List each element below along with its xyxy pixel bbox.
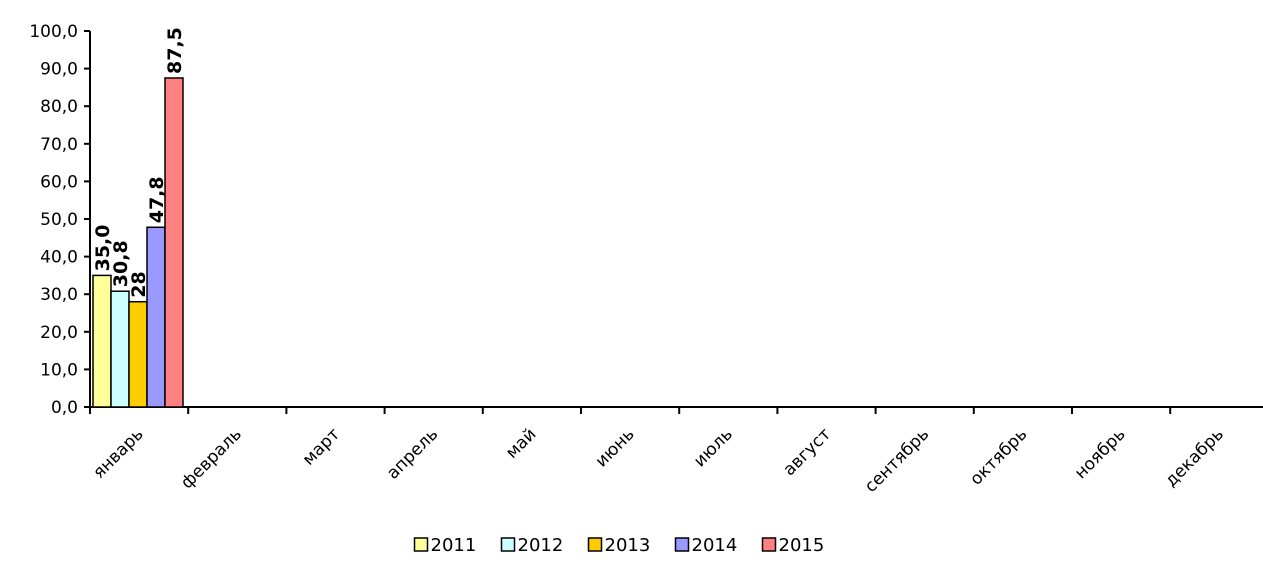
data-label-2011: 35,0 [92,225,114,272]
bar-2013-январь [128,300,148,408]
x-category-label: декабрь [1161,424,1228,491]
legend-swatch [587,537,603,552]
legend-swatch [761,537,777,552]
data-labels: 35,030,828 47,8 87,5 [92,27,186,298]
bar-2014-январь [146,226,166,408]
y-tick-label: 20,0 [40,323,78,343]
x-category-label: январь [89,424,147,482]
y-tick-label: 30,0 [40,285,78,305]
x-category-label: август [779,424,835,480]
bar-2012-январь [110,290,130,408]
legend-swatch [413,537,429,552]
data-label-2012: 30,8 [110,240,132,287]
bar-2011-январь [92,274,112,408]
y-tick-label: 70,0 [40,135,78,155]
x-category-label: апрель [383,424,442,483]
bars [92,77,184,408]
y-tick-label: 90,0 [40,60,78,80]
data-label-2015: 87,5 [164,27,186,74]
x-category-label: июль [690,424,737,471]
legend-label: 2014 [692,535,738,556]
data-label-2014: 47,8 [146,176,168,223]
x-category-label: ноябрь [1071,424,1130,483]
legend-label: 2015 [779,535,825,556]
y-tick-label: 50,0 [40,210,78,230]
y-tick-label: 100,0 [29,22,78,42]
x-category-label: октябрь [966,424,1031,489]
y-tick-label: 0,0 [51,398,78,418]
y-tick-label: 80,0 [40,97,78,117]
x-category-label: сентябрь [861,424,933,496]
y-tick-label: 40,0 [40,248,78,268]
y-tick-label: 10,0 [40,360,78,380]
legend-label: 2011 [431,535,477,556]
x-category-label: май [502,424,540,462]
x-category-label: июнь [592,424,639,471]
legend-swatch [674,537,690,552]
data-label-2013: 28 [128,271,150,297]
y-tick-label: 60,0 [40,172,78,192]
bar-2015-январь [164,77,184,408]
legend-label: 2013 [605,535,651,556]
x-category-label: март [299,424,344,469]
y-axis: 0,0 10,0 20,0 30,0 40,0 50,0 60,0 70,0 80,0 90,0 1… [29,22,91,418]
legend: 2011 2012 2013 2014 2015 [413,535,825,556]
x-axis: январь февраль март апрель май июнь июль август… [89,406,1263,497]
legend-label: 2012 [518,535,564,556]
legend-swatch [500,537,516,552]
x-category-label: февраль [177,424,246,493]
